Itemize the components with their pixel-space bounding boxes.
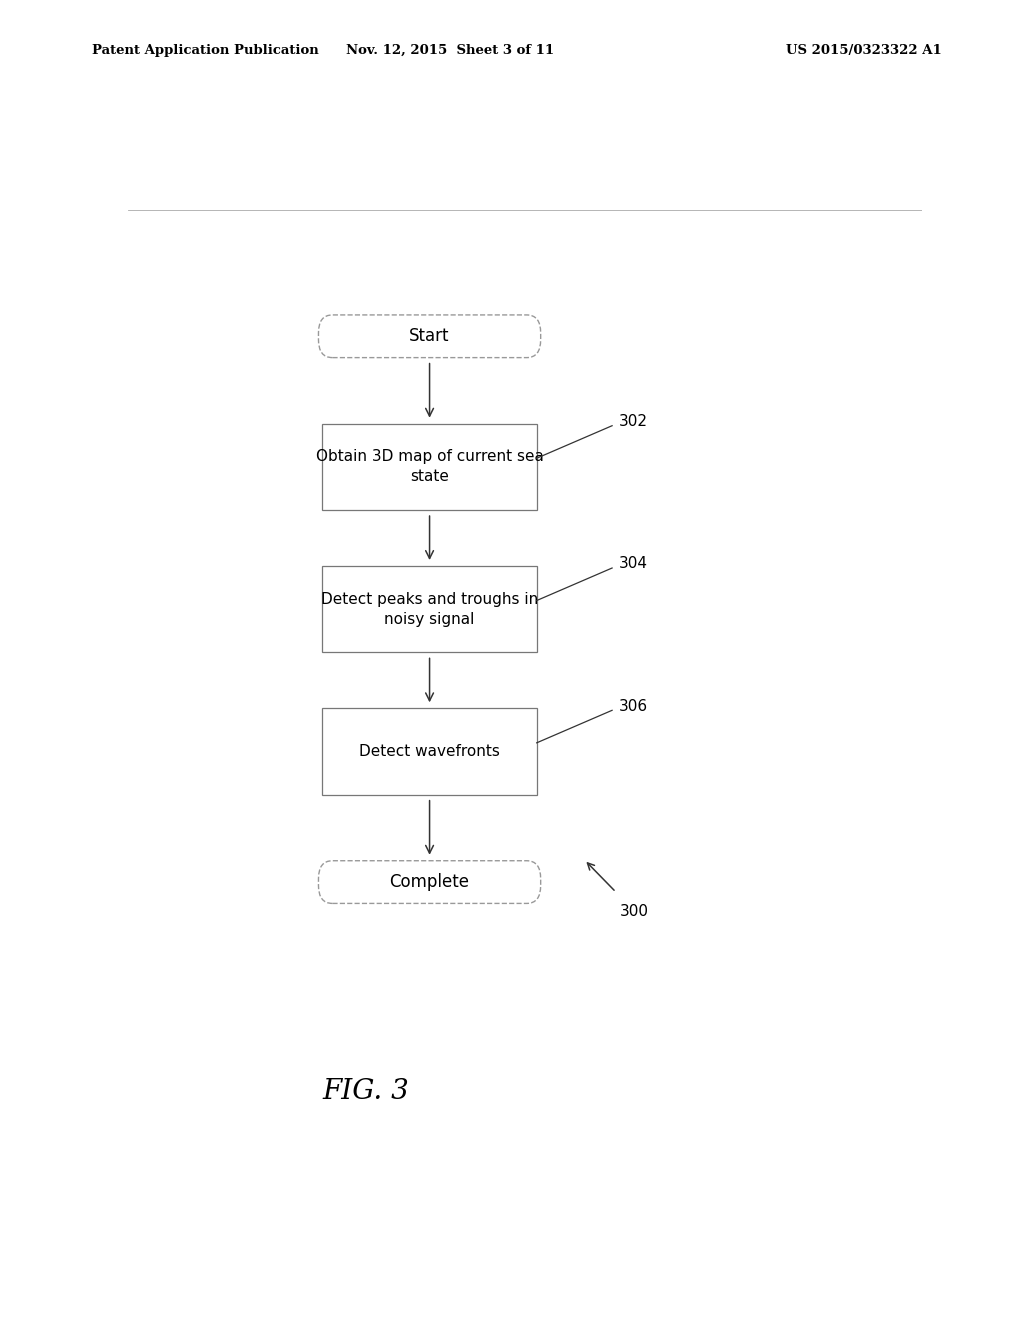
Text: 304: 304 bbox=[618, 557, 647, 572]
Bar bbox=[323, 566, 537, 652]
Text: FIG. 3: FIG. 3 bbox=[323, 1078, 410, 1105]
Text: Obtain 3D map of current sea
state: Obtain 3D map of current sea state bbox=[315, 450, 544, 484]
Text: Complete: Complete bbox=[389, 873, 470, 891]
Text: 306: 306 bbox=[618, 698, 647, 714]
Text: 300: 300 bbox=[620, 904, 649, 920]
Text: Detect wavefronts: Detect wavefronts bbox=[359, 744, 500, 759]
Text: Nov. 12, 2015  Sheet 3 of 11: Nov. 12, 2015 Sheet 3 of 11 bbox=[346, 44, 555, 57]
Bar bbox=[323, 424, 537, 510]
Text: US 2015/0323322 A1: US 2015/0323322 A1 bbox=[786, 44, 942, 57]
FancyBboxPatch shape bbox=[318, 861, 541, 903]
Bar bbox=[323, 709, 537, 795]
Text: Start: Start bbox=[410, 327, 450, 346]
Text: Patent Application Publication: Patent Application Publication bbox=[92, 44, 318, 57]
Text: Detect peaks and troughs in
noisy signal: Detect peaks and troughs in noisy signal bbox=[321, 591, 539, 627]
Text: 302: 302 bbox=[618, 414, 647, 429]
FancyBboxPatch shape bbox=[318, 315, 541, 358]
